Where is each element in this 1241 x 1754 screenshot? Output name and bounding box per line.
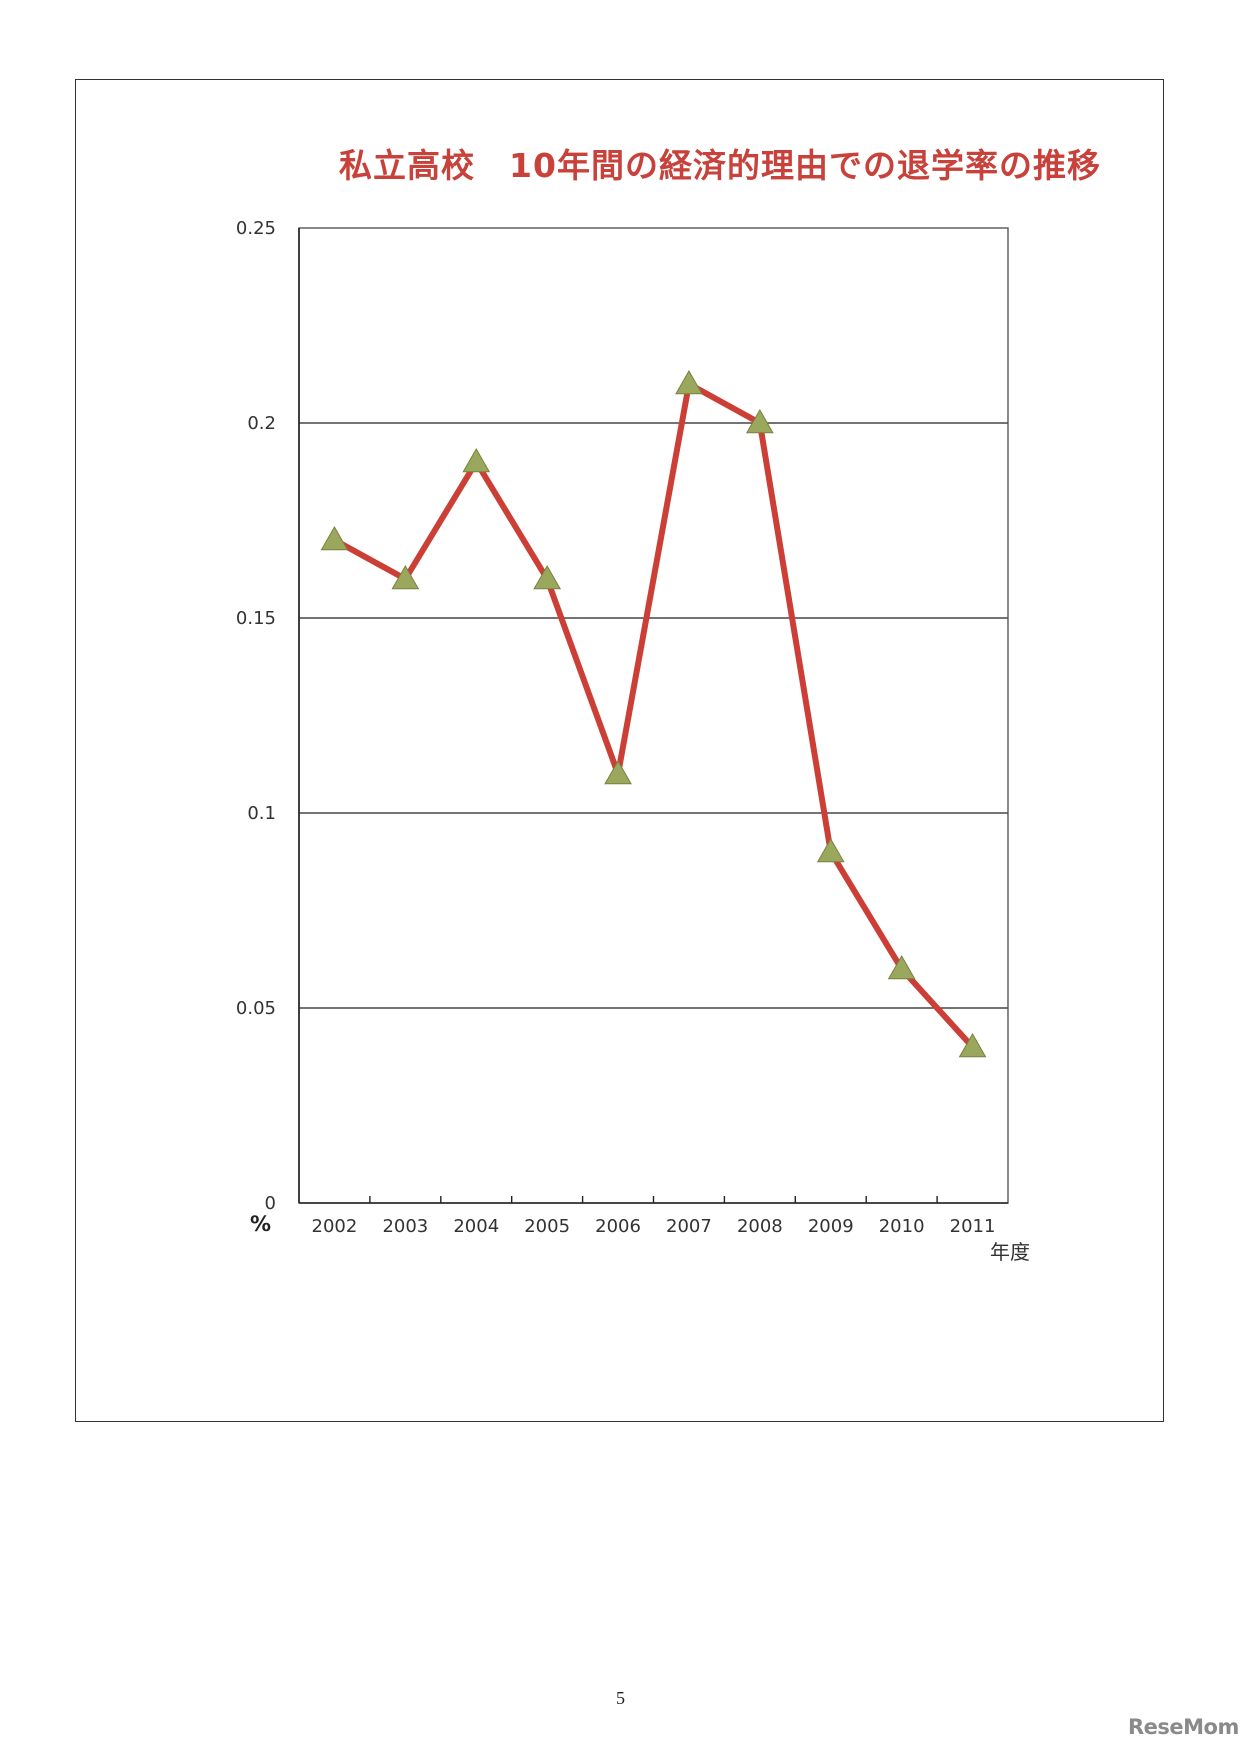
x-axis-label: 年度: [990, 1240, 1030, 1264]
y-tick-label-5: 0.25: [236, 218, 276, 239]
data-point-2008: [745, 408, 774, 434]
x-tick-label-2009: 2009: [808, 1216, 854, 1237]
data-point-2011: [958, 1032, 987, 1058]
data-point-2002: [320, 525, 349, 551]
x-tick-label-2010: 2010: [879, 1216, 925, 1237]
y-tick-label-2: 0.1: [247, 803, 276, 824]
x-tick-label-2002: 2002: [312, 1216, 358, 1237]
data-point-2005: [533, 564, 562, 590]
x-tick-label-2008: 2008: [737, 1216, 783, 1237]
x-tick-label-2004: 2004: [453, 1216, 499, 1237]
series-line: [331, 381, 976, 1050]
chart-frame: [75, 79, 1164, 1422]
data-point-2007: [675, 369, 703, 395]
data-point-2009: [816, 837, 845, 863]
chart-title: 私立高校 10年間の経済的理由での退学率の推移: [339, 146, 1101, 185]
x-tick-label-2005: 2005: [524, 1216, 570, 1237]
data-point-2006: [604, 759, 632, 785]
plot-border: [298, 227, 1009, 1204]
watermark-logo: ReseMom: [1128, 1715, 1239, 1739]
y-axis-label: %: [250, 1212, 271, 1236]
page-number: 5: [616, 1688, 625, 1708]
y-tick-label-4: 0.2: [247, 413, 276, 434]
data-point-2004: [462, 447, 491, 473]
data-point-2010: [887, 954, 916, 980]
x-tick-label-2003: 2003: [382, 1216, 428, 1237]
y-tick-label-3: 0.15: [236, 608, 276, 629]
y-tick-label-1: 0.05: [236, 998, 276, 1019]
x-tick-label-2007: 2007: [666, 1216, 712, 1237]
data-point-2003: [391, 564, 420, 590]
y-tick-label-0: 0: [265, 1193, 276, 1214]
x-tick-label-2006: 2006: [595, 1216, 641, 1237]
x-tick-label-2011: 2011: [950, 1216, 996, 1237]
